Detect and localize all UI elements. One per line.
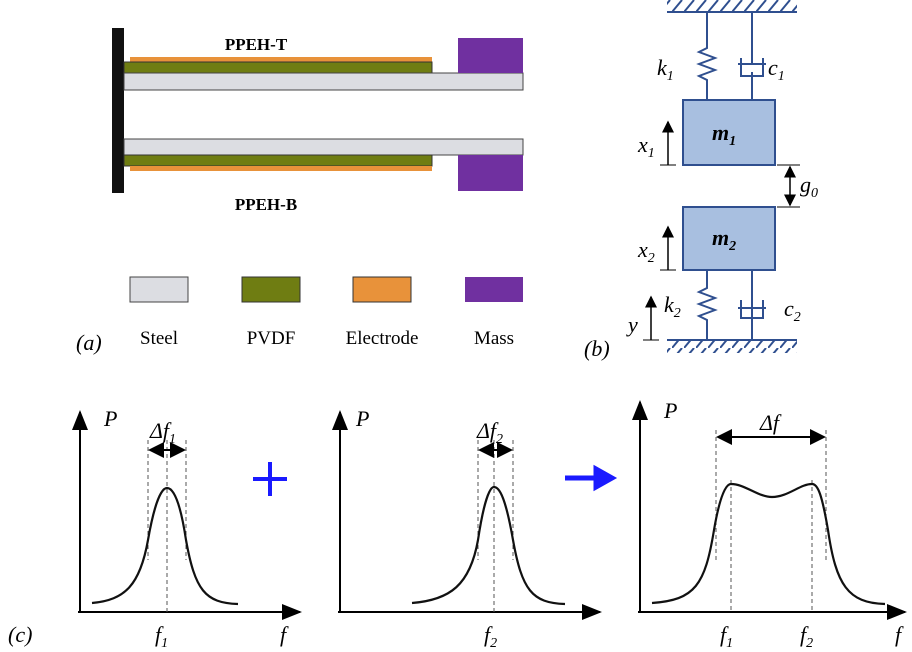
symbol: c2 — [784, 296, 801, 325]
steel — [124, 73, 523, 90]
axis-label: f — [280, 622, 289, 647]
peak-label: f1 — [155, 622, 168, 651]
symbol: k2 — [664, 292, 681, 321]
pvdf — [124, 155, 432, 166]
symbol: g0 — [800, 172, 818, 201]
legend-label: PVDF — [247, 328, 296, 349]
symbol: x2 — [637, 237, 655, 266]
mass — [458, 38, 523, 73]
legend-swatch — [465, 277, 523, 302]
plus-sign — [253, 462, 287, 496]
bandwidth-label: Δf1 — [149, 418, 176, 447]
symbol: k1 — [657, 55, 674, 84]
panel-a: PPEH-T PPEH-B Steel PVDF Electrode Mass … — [76, 28, 523, 355]
legend-label: Steel — [140, 328, 178, 349]
legend-swatch — [130, 277, 188, 302]
axis-label: P — [355, 406, 369, 431]
figure: PPEH-T PPEH-B Steel PVDF Electrode Mass … — [0, 0, 912, 652]
legend-label: Mass — [474, 328, 514, 349]
legend-swatch — [242, 277, 300, 302]
panel-label: (b) — [584, 336, 610, 361]
symbol: c1 — [768, 55, 785, 84]
symbol: x1 — [637, 132, 655, 161]
steel — [124, 139, 523, 155]
peak-label: f1 — [720, 622, 733, 651]
panel-label: (a) — [76, 330, 102, 355]
beam-label: PPEH-T — [225, 35, 288, 54]
axis-label: P — [103, 406, 117, 431]
bandwidth-label: Δf2 — [476, 418, 503, 447]
beam-label: PPEH-B — [235, 195, 297, 214]
legend-swatch — [353, 277, 411, 302]
electrode — [130, 166, 432, 171]
arrow — [565, 469, 612, 487]
clamp — [112, 28, 124, 193]
panel-c: (c) P Δf1 f1 f P Δf2 f2 P Δf f1 f2 f — [8, 398, 905, 651]
axis-label: P — [663, 398, 677, 423]
pvdf — [124, 62, 432, 73]
symbol: y — [626, 312, 638, 337]
legend-label: Electrode — [346, 328, 419, 349]
panel-label: (c) — [8, 622, 32, 647]
axis-label: f — [895, 622, 904, 647]
mass — [458, 155, 523, 191]
peak-label: f2 — [484, 622, 497, 651]
bandwidth-label: Δf — [759, 410, 782, 435]
peak-label: f2 — [800, 622, 813, 651]
